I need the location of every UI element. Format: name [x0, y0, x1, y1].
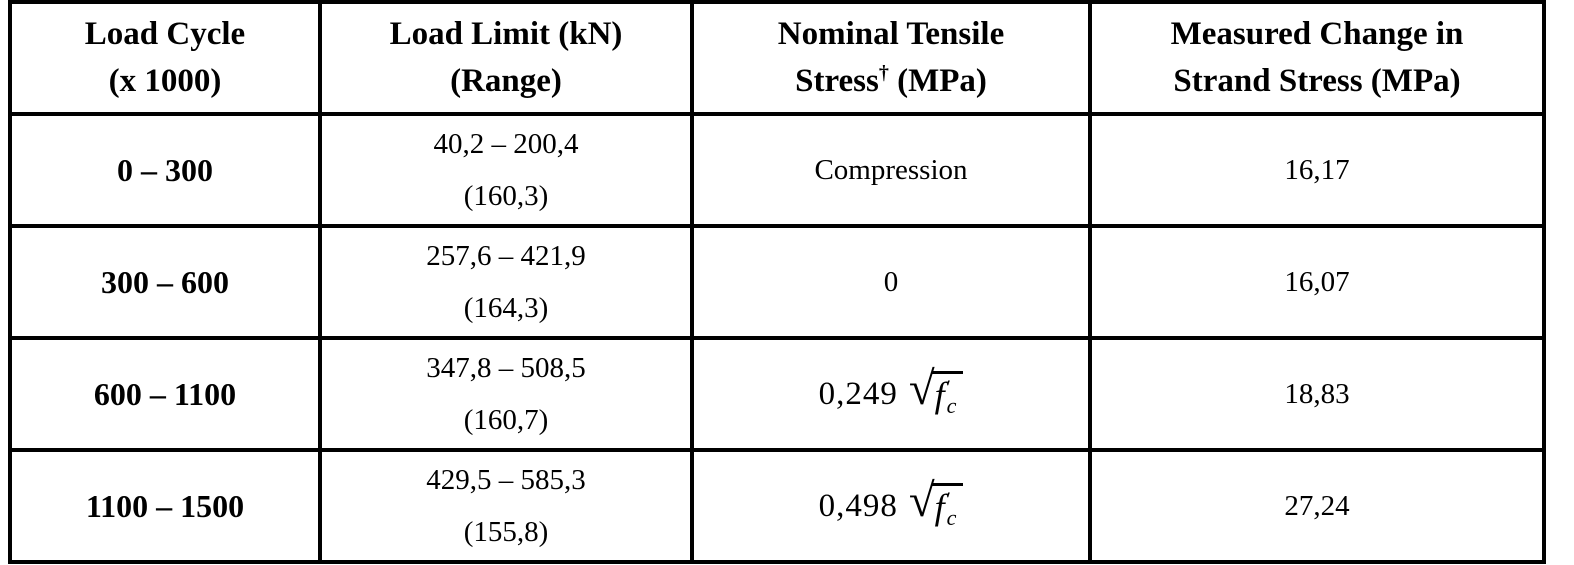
radicand: f ′ c: [931, 370, 964, 419]
cell-load-limit: 429,5 – 585,3 (155,8): [318, 448, 694, 564]
load-limit-range: 429,5 – 585,3: [426, 464, 586, 496]
header-nominal-stress: Nominal Tensile Stress† (MPa): [690, 0, 1092, 116]
cell-nominal-stress: Compression: [690, 112, 1092, 228]
radical-icon: √: [908, 474, 935, 527]
cell-load-cycle: 1100 – 1500: [8, 448, 322, 564]
cell-load-limit: 257,6 – 421,9 (164,3): [318, 224, 694, 340]
concrete-strength-variable: f: [934, 374, 945, 415]
cell-nominal-stress: 0,249 √ f ′ c: [690, 336, 1092, 452]
load-limit-amplitude: (160,3): [463, 180, 549, 212]
square-root-expression: √ f ′ c: [908, 474, 964, 531]
cell-load-limit: 40,2 – 200,4 (160,3): [318, 112, 694, 228]
header-measured-change-line2: Strand Stress (MPa): [1173, 63, 1461, 99]
table-row: 1100 – 1500 429,5 – 585,3 (155,8) 0,498 …: [8, 448, 1546, 564]
prime-mark: ′: [946, 488, 951, 510]
prime-subscript-stack: ′ c: [946, 488, 957, 530]
load-limit-amplitude: (160,7): [463, 404, 549, 436]
subscript-c: c: [946, 392, 957, 418]
header-load-limit: Load Limit (kN) (Range): [318, 0, 694, 116]
subscript-c: c: [946, 504, 957, 530]
header-load-cycle-line2: (x 1000): [108, 63, 222, 99]
header-nominal-stress-word: Stress: [795, 63, 879, 99]
nominal-stress-formula: 0,498 √ f ′ c: [818, 474, 964, 531]
cell-measured-change: 27,24: [1088, 448, 1546, 564]
header-load-cycle: Load Cycle (x 1000): [8, 0, 322, 116]
header-measured-change-line1: Measured Change in: [1170, 16, 1464, 52]
cell-load-cycle: 0 – 300: [8, 112, 322, 228]
header-load-limit-line1: Load Limit (kN): [389, 16, 623, 52]
prime-mark: ′: [946, 376, 951, 398]
table-header-row: Load Cycle (x 1000) Load Limit (kN) (Ran…: [8, 0, 1546, 116]
radical-icon: √: [908, 362, 935, 415]
header-nominal-stress-unit: (MPa): [888, 63, 987, 99]
concrete-strength-variable: f: [934, 486, 945, 527]
fatigue-load-cycle-table: Load Cycle (x 1000) Load Limit (kN) (Ran…: [8, 0, 1546, 564]
header-nominal-stress-line1: Nominal Tensile: [777, 16, 1005, 52]
load-limit-amplitude: (155,8): [463, 516, 549, 548]
radicand: f ′ c: [931, 482, 964, 531]
formula-coefficient: 0,498: [818, 487, 898, 524]
cell-measured-change: 18,83: [1088, 336, 1546, 452]
cell-measured-change: 16,17: [1088, 112, 1546, 228]
load-limit-amplitude: (164,3): [463, 292, 549, 324]
header-load-limit-line2: (Range): [450, 63, 562, 99]
load-limit-range: 40,2 – 200,4: [433, 128, 579, 160]
header-nominal-stress-line2: Stress† (MPa): [694, 58, 1088, 105]
dagger-footnote-mark: †: [878, 62, 889, 84]
header-measured-change: Measured Change in Strand Stress (MPa): [1088, 0, 1546, 116]
load-limit-range: 347,8 – 508,5: [426, 352, 586, 384]
formula-coefficient: 0,249: [818, 375, 898, 412]
cell-nominal-stress: 0: [690, 224, 1092, 340]
cell-nominal-stress: 0,498 √ f ′ c: [690, 448, 1092, 564]
table-row: 0 – 300 40,2 – 200,4 (160,3) Compression…: [8, 112, 1546, 228]
table-row: 300 – 600 257,6 – 421,9 (164,3) 0 16,07: [8, 224, 1546, 340]
cell-load-cycle: 300 – 600: [8, 224, 322, 340]
square-root-expression: √ f ′ c: [908, 362, 964, 419]
prime-subscript-stack: ′ c: [946, 376, 957, 418]
cell-load-limit: 347,8 – 508,5 (160,7): [318, 336, 694, 452]
header-load-cycle-line1: Load Cycle: [84, 16, 246, 52]
nominal-stress-formula: 0,249 √ f ′ c: [818, 362, 964, 419]
table-row: 600 – 1100 347,8 – 508,5 (160,7) 0,249 √…: [8, 336, 1546, 452]
cell-measured-change: 16,07: [1088, 224, 1546, 340]
cell-load-cycle: 600 – 1100: [8, 336, 322, 452]
load-limit-range: 257,6 – 421,9: [426, 240, 586, 272]
